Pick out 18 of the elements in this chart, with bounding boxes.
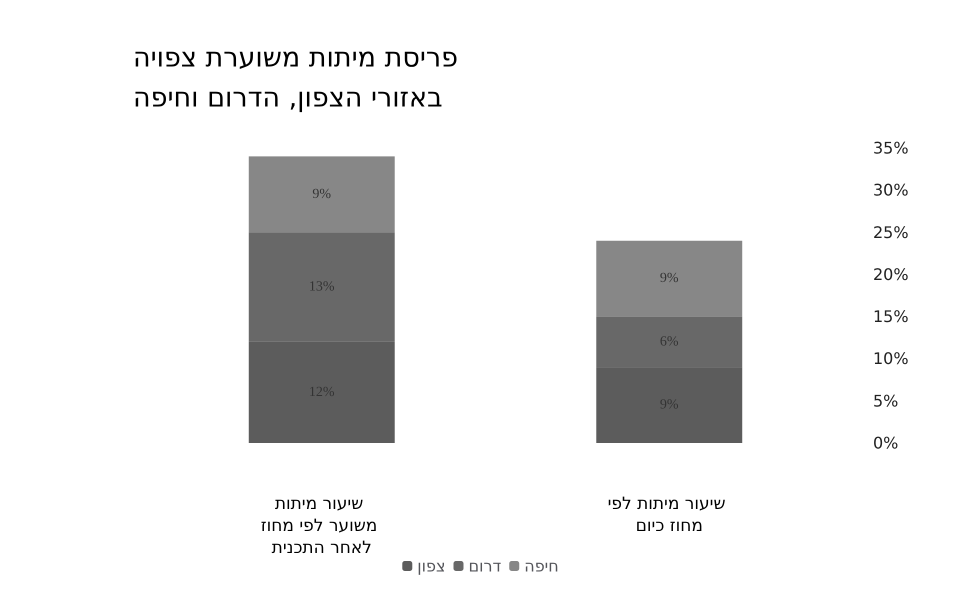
y-tick-label: 0% <box>873 434 898 452</box>
legend-label: חיפה <box>524 556 559 576</box>
legend-label: צפון <box>417 556 446 576</box>
y-tick-label: 15% <box>873 307 909 326</box>
data-label: 9% <box>660 271 679 286</box>
y-tick-label: 25% <box>873 222 909 242</box>
data-label: 9% <box>312 186 332 202</box>
x-tick-label: שיעור מיתות משוער לפי מחוז לאחר התכנית <box>260 494 383 558</box>
bar <box>248 156 395 232</box>
y-tick-label: 35% <box>873 138 909 158</box>
legend-label: דרום <box>468 556 502 576</box>
bar <box>596 240 742 317</box>
x-tick-label: שיעור מיתות לפי מחוז כיום <box>608 494 731 536</box>
y-tick-label: 5% <box>873 391 898 410</box>
y-tick-label: 20% <box>873 264 909 284</box>
y-tick-label: 10% <box>873 349 909 368</box>
chart-title: פריסת מיתות משוערת צפויה באזורי הצפון, הדרום וחיפה <box>133 42 467 114</box>
y-tick-label: 30% <box>873 180 909 200</box>
